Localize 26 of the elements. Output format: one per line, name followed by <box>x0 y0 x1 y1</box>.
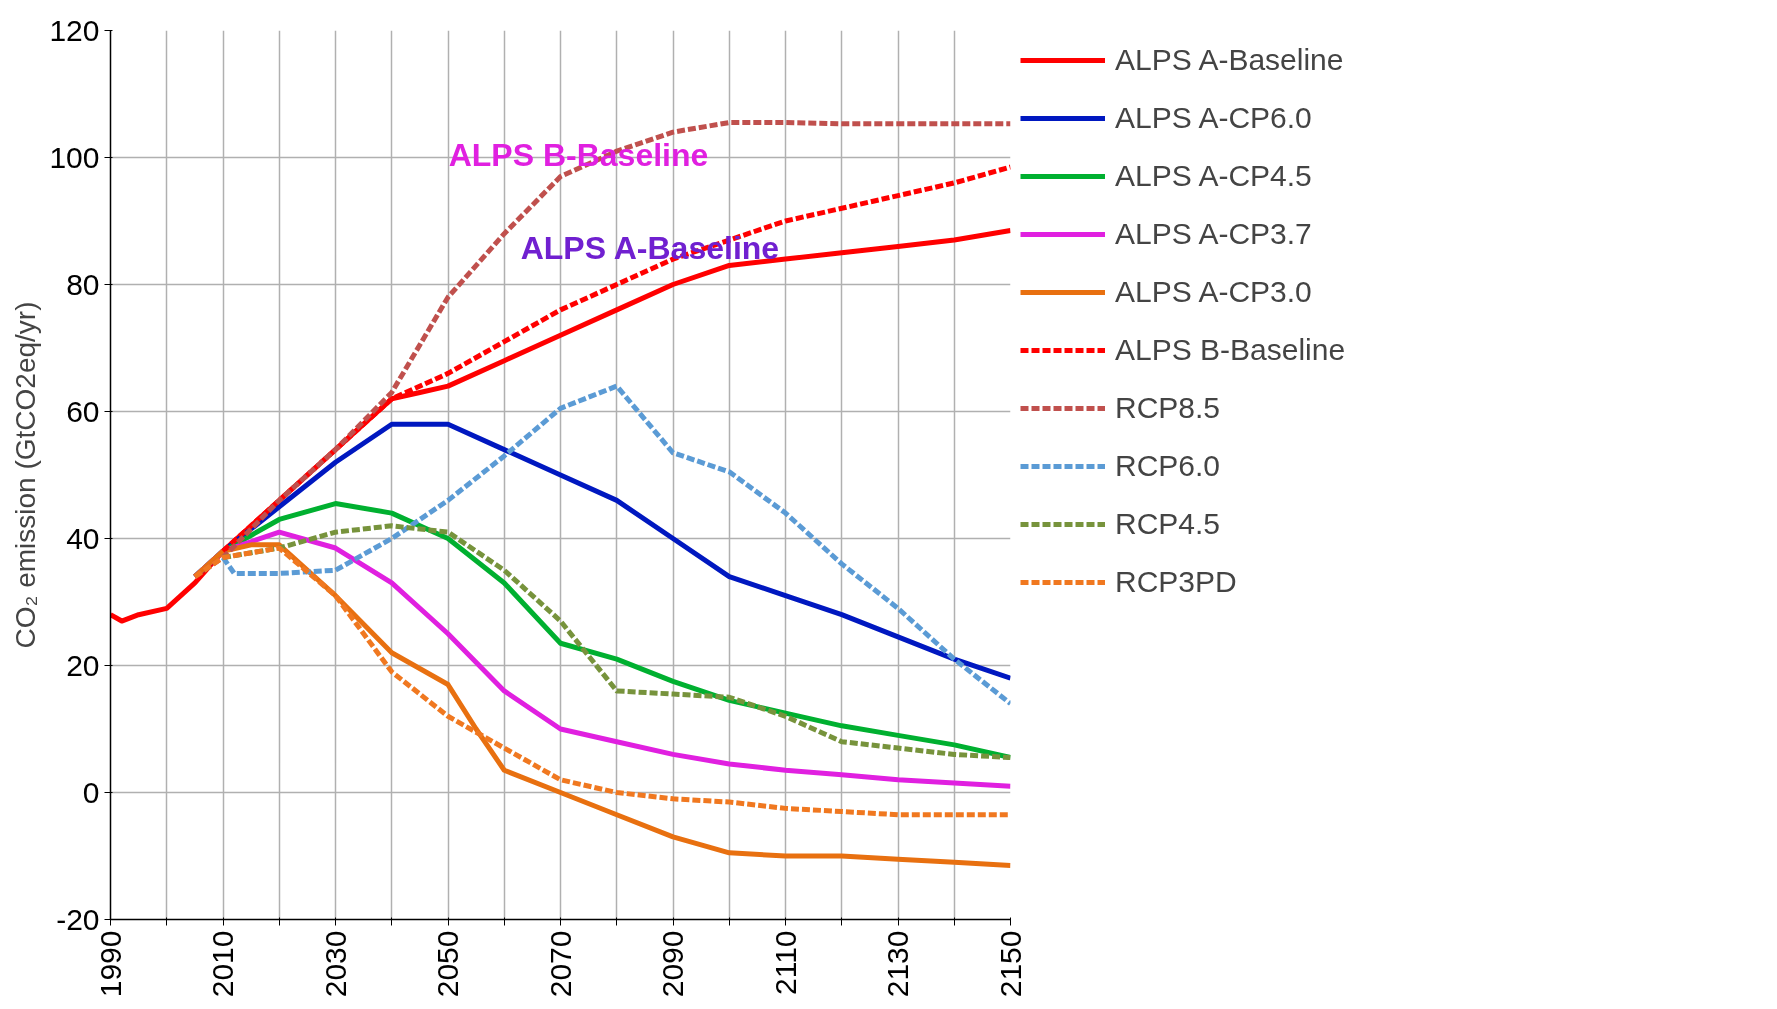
legend-label: RCP6.0 <box>1115 449 1221 483</box>
y-tick-label: 100 <box>49 140 100 174</box>
x-tick-label: 2070 <box>543 930 577 998</box>
legend-label: ALPS A-CP3.0 <box>1115 275 1312 309</box>
y-tick-label: 40 <box>66 521 100 555</box>
legend-label: ALPS A-CP3.7 <box>1115 217 1312 251</box>
y-tick-label: 0 <box>82 775 100 809</box>
legend-label: ALPS A-CP4.5 <box>1115 159 1312 193</box>
legend-label: ALPS A-CP6.0 <box>1115 101 1312 135</box>
legend-label: RCP3PD <box>1115 565 1237 599</box>
y-tick-label: 20 <box>66 648 100 682</box>
legend-label: RCP8.5 <box>1115 391 1221 425</box>
x-tick-label: 2010 <box>206 930 239 998</box>
x-tick-label: 2150 <box>993 930 1027 998</box>
y-axis-title: CO₂ emission (GtCO2eq/yr) <box>10 301 42 649</box>
x-tick-label: 2130 <box>881 930 914 998</box>
legend-label: ALPS A-Baseline <box>1115 43 1344 77</box>
x-tick-label: 2030 <box>318 930 352 998</box>
x-tick-label: 2110 <box>768 930 802 996</box>
y-tick-label: 60 <box>66 394 100 428</box>
y-tick-label: 80 <box>66 267 100 301</box>
y-tick-label: 120 <box>49 13 100 47</box>
x-tick-label: 2050 <box>431 930 464 998</box>
x-tick-label: 2090 <box>656 930 689 998</box>
legend-label: RCP4.5 <box>1115 507 1221 541</box>
legend-label: ALPS B-Baseline <box>1115 333 1346 367</box>
